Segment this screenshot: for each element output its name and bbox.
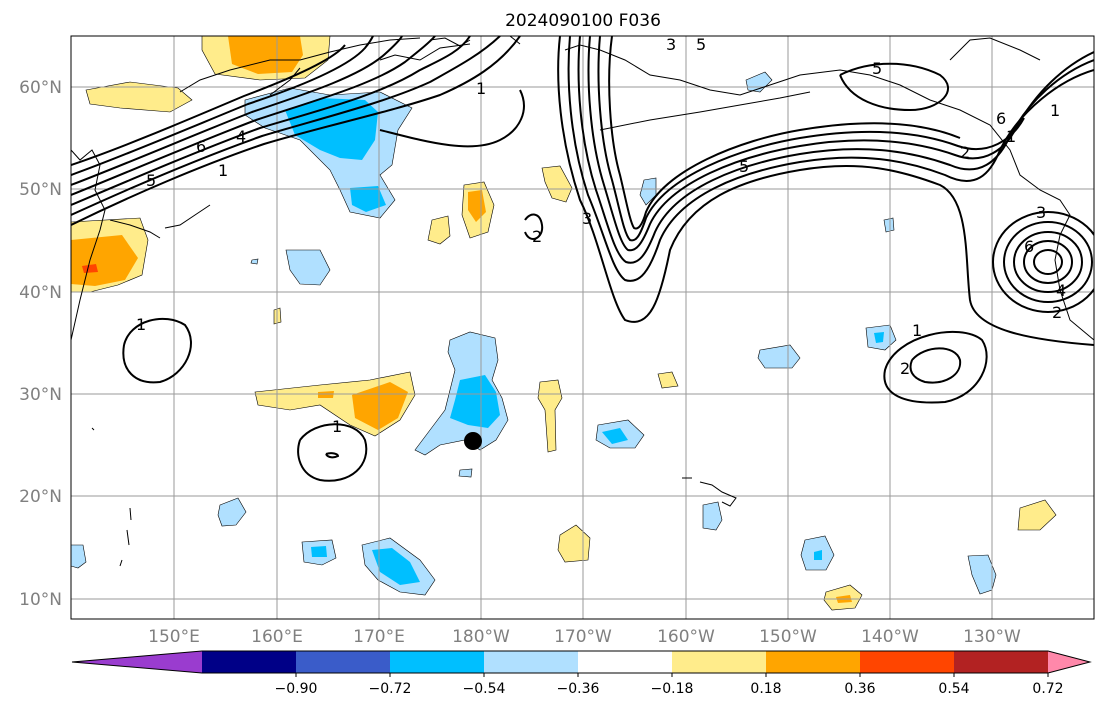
contour-label: 2 [960,143,970,162]
coastlines [71,36,1094,567]
colorbar-extend-high [1048,651,1090,673]
contour-label-group: 1 1 1 2 3 5 5 5 5 6 4 1 1 2 3 6 4 2 6 1 … [136,35,1066,436]
contour-label: 4 [1056,281,1066,300]
contour-label: 1 [218,161,228,180]
contour-label: 2 [532,227,542,246]
colorbar-segment [860,651,955,673]
colorbar-segment [390,651,485,673]
contour-label: 1 [476,79,486,98]
colorbar-segment [672,651,767,673]
colorbar-segment [954,651,1049,673]
contour-label: 5 [696,35,706,54]
colorbar-segment [578,651,673,673]
contour-label: 3 [582,209,592,228]
lon-label: 150°E [148,627,200,647]
lon-label: 140°W [861,627,919,647]
lon-label: 180°W [452,627,510,647]
colorbar-extend-low [72,651,202,673]
lon-label: 150°W [759,627,817,647]
contour-label: 2 [900,359,910,378]
colorbar-segment [766,651,861,673]
colorbar-tick-labels: −0.90 −0.72 −0.54 −0.36 −0.18 0.18 0.36 0.54 0.7… [275,673,1064,697]
lon-label: 160°E [251,627,303,647]
colorbar-outline [71,650,1092,674]
colorbar-tick-label: −0.18 [651,681,694,697]
colorbar-tick-label: 0.18 [750,681,781,697]
lon-label: 170°W [554,627,612,647]
storm-center-dot [464,432,482,450]
contour-label: 1 [912,321,922,340]
map-area: 1 1 1 2 3 5 5 5 5 6 4 1 1 2 3 6 4 2 6 1 … [71,35,1094,619]
graticule [71,36,1094,619]
lat-label: 10°N [19,590,62,610]
colorbar-tick-label: −0.54 [463,681,506,697]
contour-lines [71,36,1094,482]
lat-label: 40°N [19,283,62,303]
colorbar-tick-label: 0.54 [938,681,969,697]
lat-label: 30°N [19,385,62,405]
contour-label: 1 [1006,127,1016,146]
contour-label: 5 [872,59,882,78]
contour-label: 4 [236,127,246,146]
colorbar-tick-label: −0.36 [557,681,600,697]
contour-label: 1 [1050,101,1060,120]
colorbar-segment [484,651,579,673]
lon-label: 130°W [963,627,1021,647]
contour-label: 1 [332,417,342,436]
colorbar-segment [296,651,391,673]
lat-label: 20°N [19,487,62,507]
contour-label: 3 [1036,203,1046,222]
latitude-labels: 60°N 50°N 40°N 30°N 20°N 10°N [19,78,62,610]
contour-label: 3 [666,35,676,54]
colorbar-segment [202,651,297,673]
lat-label: 60°N [19,78,62,98]
lat-label: 50°N [19,180,62,200]
contour-label: 6 [996,109,1006,128]
contour-label: 6 [196,137,206,156]
lon-label: 170°E [353,627,405,647]
contour-label: 5 [739,157,749,176]
lon-label: 160°W [657,627,715,647]
colorbar-tick-label: −0.90 [275,681,318,697]
contour-label: 1 [136,315,146,334]
contour-label: 5 [146,171,156,190]
colorbar-tick-label: −0.72 [369,681,412,697]
contour-label: 6 [1024,237,1034,256]
colorbar-tick-label: 0.36 [844,681,875,697]
colorbar-tick-label: 0.72 [1032,681,1063,697]
contour-label: 2 [1052,303,1062,322]
colorbar [71,650,1092,674]
map-title: 2024090100 F036 [505,11,661,31]
longitude-labels: 150°E 160°E 170°E 180°W 170°W 160°W 150°… [148,627,1021,647]
map-frame [70,35,1095,620]
